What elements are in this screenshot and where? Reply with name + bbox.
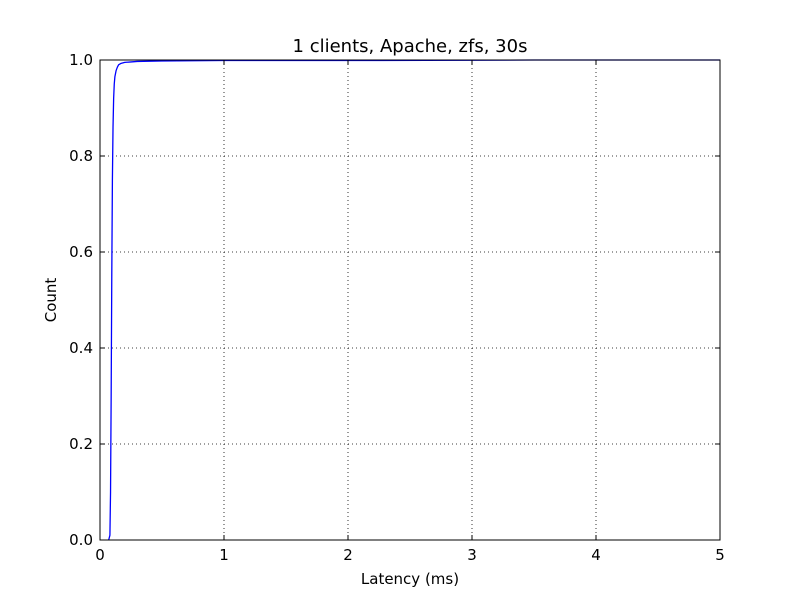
x-tick-label: 5 <box>715 546 725 564</box>
grid <box>99 59 721 541</box>
y-tick-label: 0.6 <box>69 243 93 261</box>
y-tick-label: 0.2 <box>69 435 93 453</box>
y-tick-label: 0.4 <box>69 339 93 357</box>
x-tick-label: 2 <box>343 546 353 564</box>
plot-area-frame <box>99 59 721 541</box>
x-tick-label: 3 <box>467 546 477 564</box>
x-tick-label: 1 <box>219 546 229 564</box>
series-layer <box>108 59 720 541</box>
x-tick-label: 4 <box>591 546 601 564</box>
y-tick-label: 0.0 <box>69 531 93 549</box>
series-line-cdf <box>108 59 720 541</box>
x-axis-label: Latency (ms) <box>361 570 459 588</box>
chart-title: 1 clients, Apache, zfs, 30s <box>293 36 528 57</box>
x-tick-label: 0 <box>95 546 105 564</box>
y-tick-label: 1.0 <box>69 51 93 69</box>
y-axis-label: Count <box>42 278 60 323</box>
axis-ticks: 0 1 2 3 4 5 0.0 0.2 0.4 0.6 0.8 1.0 <box>69 51 725 564</box>
y-tick-label: 0.8 <box>69 147 93 165</box>
